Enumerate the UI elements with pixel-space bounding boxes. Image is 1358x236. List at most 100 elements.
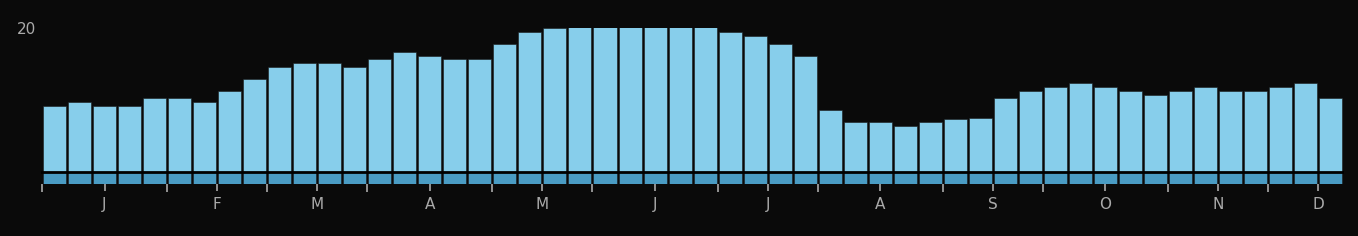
Bar (944, 172, 967, 184)
Bar (569, 24, 592, 172)
Bar (1244, 172, 1267, 184)
Bar (869, 172, 892, 184)
Bar (43, 172, 67, 184)
Bar (1169, 91, 1192, 172)
Bar (869, 122, 892, 172)
Bar (368, 172, 391, 184)
Bar (1270, 172, 1291, 184)
Bar (793, 55, 816, 172)
Bar (994, 172, 1017, 184)
Bar (68, 172, 91, 184)
Bar (618, 21, 641, 172)
Bar (718, 32, 741, 172)
Bar (268, 172, 291, 184)
Bar (919, 122, 942, 172)
Bar (1095, 172, 1118, 184)
Bar (344, 172, 367, 184)
Bar (894, 172, 917, 184)
Bar (944, 119, 967, 172)
Bar (1095, 87, 1118, 172)
Bar (1143, 94, 1167, 172)
Bar (1270, 87, 1291, 172)
Bar (569, 172, 592, 184)
Bar (1244, 91, 1267, 172)
Bar (118, 172, 141, 184)
Bar (469, 59, 492, 172)
Bar (443, 172, 466, 184)
Bar (318, 172, 341, 184)
Bar (1294, 172, 1317, 184)
Bar (418, 172, 441, 184)
Bar (1069, 172, 1092, 184)
Bar (769, 172, 792, 184)
Bar (293, 172, 316, 184)
Bar (443, 59, 466, 172)
Bar (769, 44, 792, 172)
Bar (618, 172, 641, 184)
Bar (94, 172, 115, 184)
Bar (243, 172, 266, 184)
Bar (193, 102, 216, 172)
Bar (1119, 91, 1142, 172)
Bar (793, 172, 816, 184)
Bar (143, 172, 166, 184)
Bar (894, 126, 917, 172)
Bar (644, 172, 667, 184)
Bar (1044, 87, 1067, 172)
Bar (644, 21, 667, 172)
Bar (394, 172, 417, 184)
Bar (219, 172, 242, 184)
Bar (994, 98, 1017, 172)
Bar (593, 23, 617, 172)
Bar (593, 172, 617, 184)
Bar (843, 172, 866, 184)
Bar (694, 172, 717, 184)
Bar (1219, 172, 1243, 184)
Bar (168, 98, 191, 172)
Bar (418, 55, 441, 172)
Bar (543, 172, 566, 184)
Bar (168, 172, 191, 184)
Bar (519, 172, 542, 184)
Bar (519, 32, 542, 172)
Bar (344, 67, 367, 172)
Bar (694, 26, 717, 172)
Bar (744, 36, 767, 172)
Bar (143, 98, 166, 172)
Bar (1018, 172, 1042, 184)
Bar (819, 172, 842, 184)
Bar (268, 67, 291, 172)
Bar (1069, 83, 1092, 172)
Bar (1294, 83, 1317, 172)
Bar (843, 122, 866, 172)
Bar (94, 106, 115, 172)
Bar (1194, 172, 1217, 184)
Bar (744, 172, 767, 184)
Bar (1319, 98, 1342, 172)
Bar (219, 91, 242, 172)
Bar (68, 102, 91, 172)
Bar (968, 118, 991, 172)
Bar (1194, 87, 1217, 172)
Bar (243, 79, 266, 172)
Bar (118, 106, 141, 172)
Bar (668, 172, 691, 184)
Bar (493, 44, 516, 172)
Bar (493, 172, 516, 184)
Bar (394, 52, 417, 172)
Bar (293, 63, 316, 172)
Bar (819, 110, 842, 172)
Bar (193, 172, 216, 184)
Bar (718, 172, 741, 184)
Bar (1169, 172, 1192, 184)
Bar (968, 172, 991, 184)
Bar (1119, 172, 1142, 184)
Bar (1018, 91, 1042, 172)
Bar (1219, 91, 1243, 172)
Bar (318, 63, 341, 172)
Bar (469, 172, 492, 184)
Bar (1319, 172, 1342, 184)
Bar (543, 28, 566, 172)
Bar (43, 106, 67, 172)
Bar (1044, 172, 1067, 184)
